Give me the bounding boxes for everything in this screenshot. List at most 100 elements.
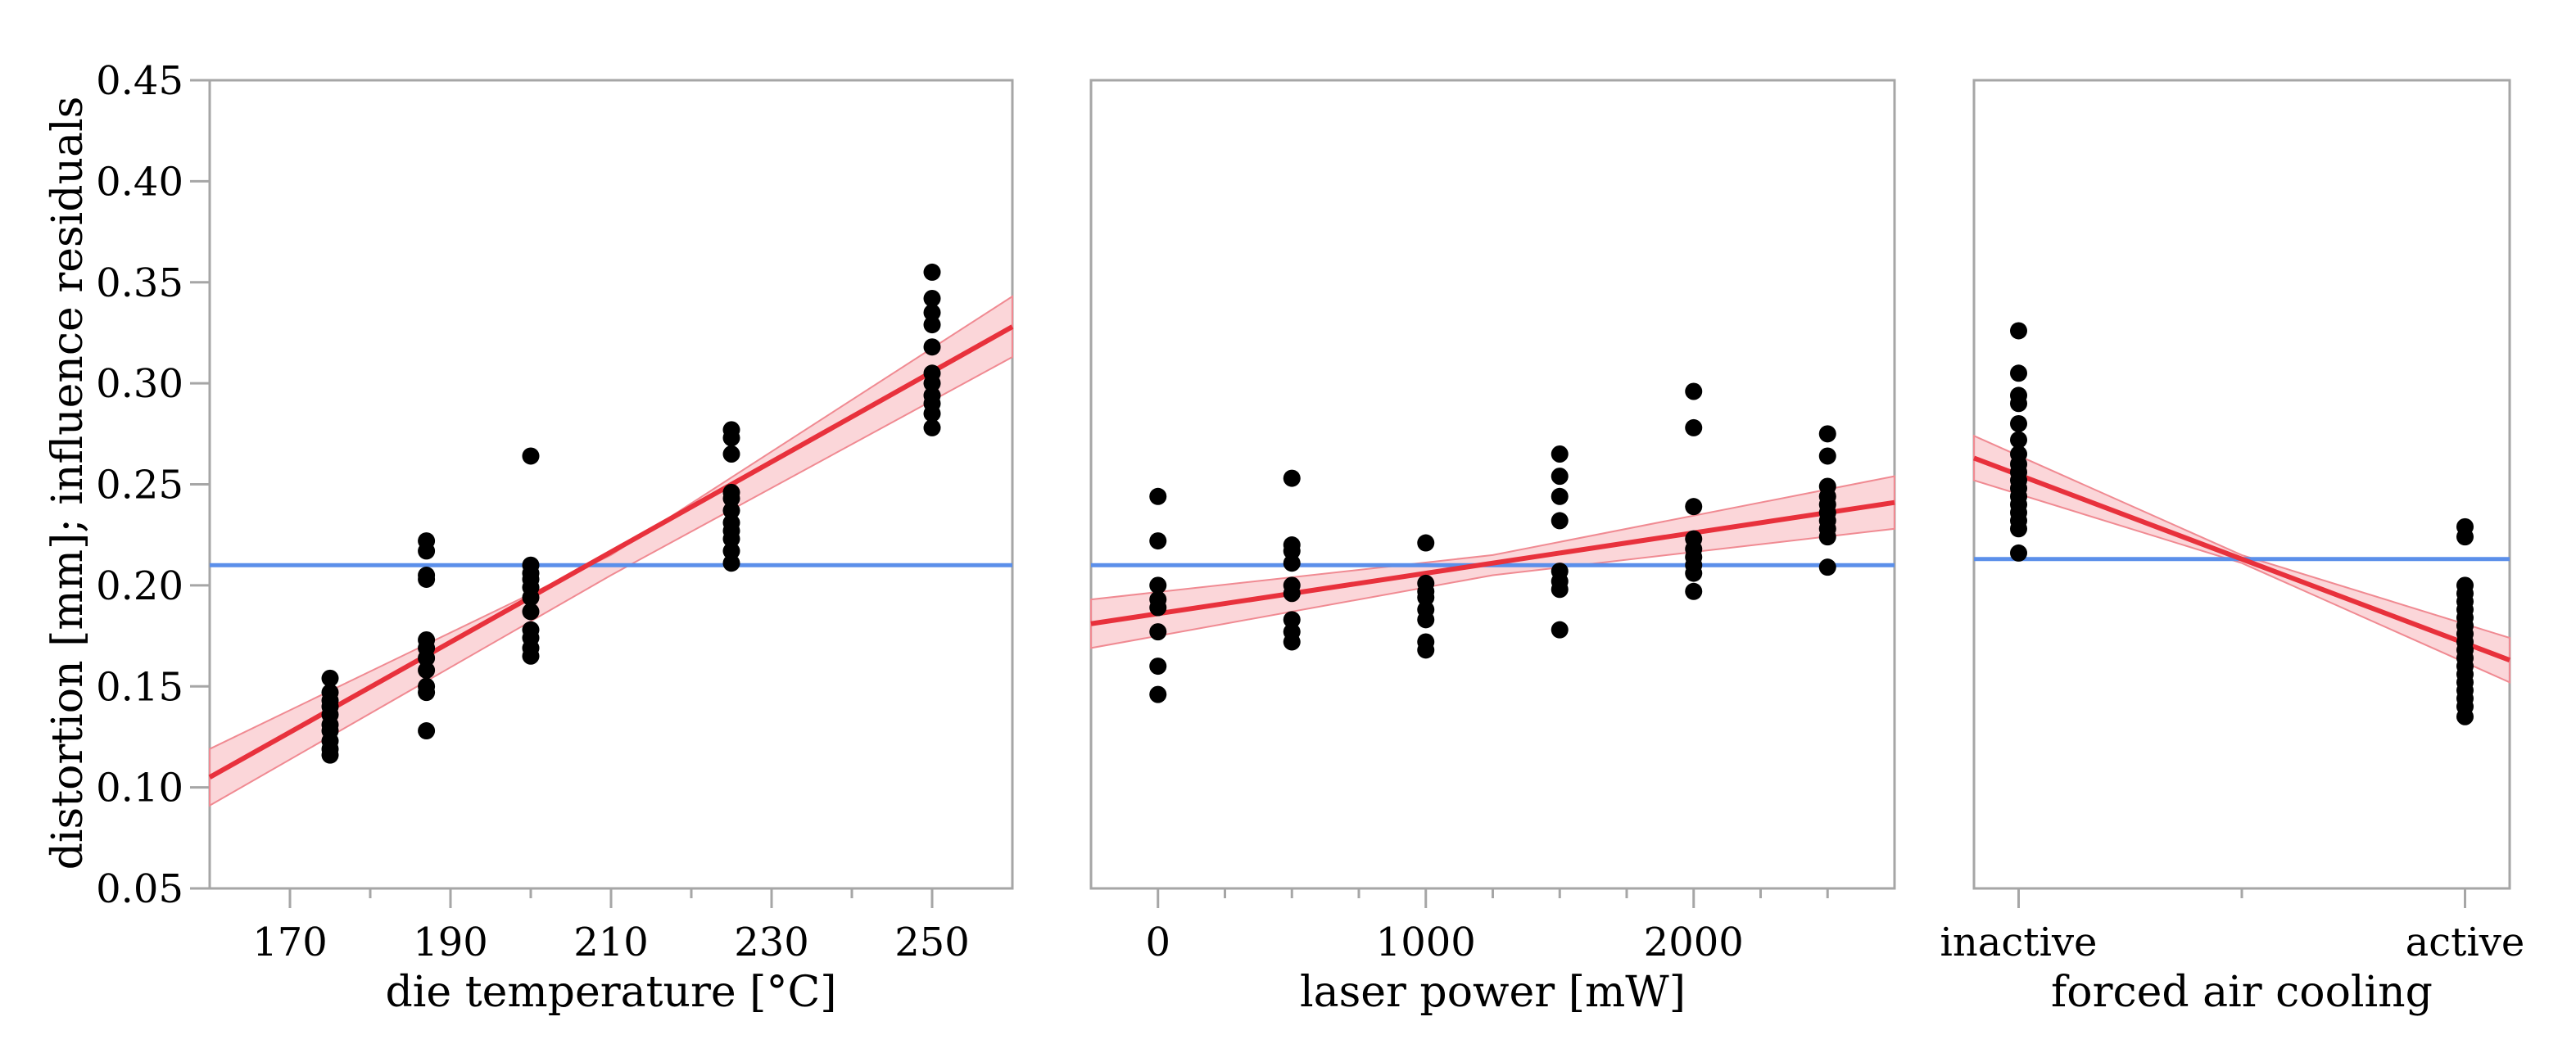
data-point xyxy=(2456,707,2474,725)
data-point xyxy=(321,669,339,687)
data-point xyxy=(1417,641,1435,659)
data-point xyxy=(1149,532,1167,550)
data-point xyxy=(1149,599,1167,617)
data-point xyxy=(1417,611,1435,629)
panel-die-temperature: 170 190 210 230 250 die temperature [°C] xyxy=(208,79,1014,1017)
data-point xyxy=(1818,528,1836,546)
x-tick-label: 210 xyxy=(573,920,649,965)
data-point xyxy=(923,289,941,307)
plot-frame xyxy=(1089,79,1896,890)
data-point xyxy=(1283,554,1301,572)
data-point xyxy=(923,304,941,322)
data-point xyxy=(1551,445,1569,463)
data-point xyxy=(722,490,740,508)
x-axis-title: laser power [mW] xyxy=(1300,968,1686,1017)
data-point xyxy=(1685,498,1703,516)
data-point xyxy=(1551,581,1569,599)
data-point xyxy=(1283,633,1301,651)
data-point xyxy=(722,445,740,463)
data-point xyxy=(1551,468,1569,486)
data-point xyxy=(1417,534,1435,552)
data-point xyxy=(1149,576,1167,594)
y-tick-label: 0.35 xyxy=(96,260,183,306)
data-point xyxy=(522,603,540,621)
fit-line xyxy=(1090,499,1895,626)
y-tick-label: 0.45 xyxy=(96,58,183,104)
fit-line xyxy=(208,324,1014,780)
data-point xyxy=(418,662,436,680)
data-point xyxy=(2010,322,2027,340)
data-point xyxy=(2010,431,2027,449)
y-axis: 0.05 0.10 0.15 0.20 0.25 0.30 0.35 0.40 0.45 xyxy=(96,58,210,912)
data-point xyxy=(722,429,740,447)
data-point xyxy=(923,404,941,423)
data-point xyxy=(1283,469,1301,487)
data-point xyxy=(1685,382,1703,400)
y-axis-title: distortion [mm]; influence residuals xyxy=(43,97,93,870)
x-tick-label: 1000 xyxy=(1376,920,1476,965)
y-tick-label: 0.30 xyxy=(96,361,183,407)
data-point xyxy=(418,649,436,667)
data-point xyxy=(2010,395,2027,413)
y-tick-label: 0.40 xyxy=(96,159,183,205)
data-point xyxy=(2010,520,2027,538)
data-point xyxy=(522,589,540,607)
data-point xyxy=(1283,611,1301,629)
data-point xyxy=(1685,564,1703,582)
data-point xyxy=(1149,487,1167,505)
data-point xyxy=(1818,447,1836,465)
x-tick-label: 170 xyxy=(252,920,328,965)
data-point xyxy=(418,684,436,702)
plot-frame xyxy=(208,79,1014,890)
data-point xyxy=(1149,685,1167,703)
data-point xyxy=(1818,425,1836,443)
x-tick-label: 190 xyxy=(413,920,488,965)
data-point xyxy=(1283,585,1301,603)
data-point xyxy=(1149,658,1167,676)
data-point xyxy=(2010,414,2027,432)
data-point xyxy=(418,570,436,588)
data-point xyxy=(2456,528,2474,546)
data-point xyxy=(1685,582,1703,600)
data-point xyxy=(722,554,740,572)
data-point xyxy=(923,263,941,281)
data-point xyxy=(2010,544,2027,562)
data-point xyxy=(1417,589,1435,607)
data-point xyxy=(923,316,941,334)
fit-line xyxy=(1972,455,2511,662)
data-point xyxy=(722,502,740,520)
x-tick-label: active xyxy=(2406,920,2525,965)
x-tick-label: 230 xyxy=(734,920,809,965)
data-point xyxy=(923,338,941,356)
x-tick-label: inactive xyxy=(1940,920,2098,965)
data-point xyxy=(1818,558,1836,576)
data-point xyxy=(722,542,740,560)
data-point xyxy=(1551,621,1569,639)
data-point xyxy=(1685,418,1703,436)
confidence-band xyxy=(209,295,1013,807)
x-tick-label: 0 xyxy=(1145,920,1170,965)
data-point xyxy=(923,418,941,436)
data-point xyxy=(2010,364,2027,382)
data-point xyxy=(722,530,740,548)
data-point xyxy=(1551,512,1569,530)
x-tick-label: 2000 xyxy=(1644,920,1744,965)
y-tick-label: 0.20 xyxy=(96,563,183,609)
data-point xyxy=(321,746,339,764)
data-point xyxy=(418,542,436,560)
x-tick-label: 250 xyxy=(894,920,970,965)
x-axis-title: forced air cooling xyxy=(2051,968,2433,1017)
data-point xyxy=(1149,623,1167,641)
data-point xyxy=(1283,542,1301,560)
data-point xyxy=(522,447,540,465)
data-point xyxy=(1551,487,1569,505)
data-point xyxy=(522,647,540,665)
y-tick-label: 0.05 xyxy=(96,866,183,912)
y-tick-label: 0.10 xyxy=(96,766,183,811)
y-tick-label: 0.15 xyxy=(96,664,183,710)
data-point xyxy=(418,722,436,740)
data-point xyxy=(923,374,941,392)
